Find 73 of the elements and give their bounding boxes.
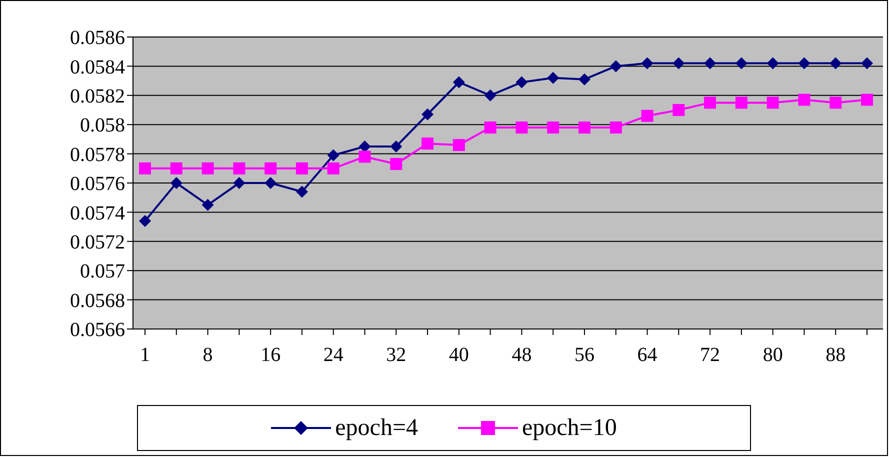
point	[641, 110, 654, 122]
y-tick-label: 0.0576	[70, 173, 125, 196]
y-tick-label: 0.0584	[70, 56, 125, 78]
x-tick-label: 1	[140, 344, 150, 366]
point	[452, 76, 465, 88]
point	[202, 198, 214, 211]
point	[358, 150, 371, 163]
point	[358, 140, 371, 152]
point	[704, 96, 716, 109]
point	[327, 149, 340, 162]
x-tick-label: 24	[323, 344, 344, 366]
point	[422, 138, 434, 150]
point	[233, 162, 246, 174]
point	[422, 108, 434, 120]
point	[704, 57, 716, 70]
point	[296, 186, 308, 198]
x-tick-label: 72	[700, 344, 720, 366]
legend-label: epoch=4	[335, 414, 418, 442]
point	[264, 162, 277, 174]
x-tick-label: 16	[260, 344, 281, 366]
point	[327, 162, 340, 174]
point	[170, 177, 182, 189]
point	[766, 57, 779, 70]
point	[672, 57, 685, 70]
legend-label: epoch=10	[522, 414, 617, 442]
point	[735, 96, 748, 109]
point	[296, 162, 308, 174]
point	[610, 122, 622, 134]
point	[484, 89, 496, 102]
x-tick-label: 64	[637, 344, 658, 366]
point	[735, 57, 748, 70]
point	[484, 122, 496, 134]
point	[547, 122, 560, 134]
point	[139, 214, 151, 227]
y-tick-label: 0.0578	[70, 144, 125, 166]
y-tick-label: 0.0574	[70, 202, 125, 224]
y-tick-label: 0.057	[80, 260, 125, 283]
point	[766, 96, 779, 109]
x-tick-label: 40	[448, 344, 469, 366]
x-tick-label: 88	[826, 344, 846, 366]
point	[390, 158, 402, 170]
point	[547, 72, 560, 84]
point	[390, 140, 402, 152]
y-tick-label: 0.0568	[70, 290, 125, 312]
y-tick-label: 0.058	[80, 114, 125, 137]
y-tick-label: 0.0586	[70, 27, 125, 50]
point	[578, 122, 590, 134]
point	[798, 94, 810, 106]
y-tick-label: 0.0566	[70, 319, 125, 342]
point	[139, 162, 151, 174]
x-tick-label: 48	[512, 344, 532, 366]
point	[672, 104, 685, 116]
y-tick-label: 0.0582	[70, 86, 125, 108]
point	[798, 57, 810, 70]
point	[641, 57, 654, 70]
point	[830, 96, 842, 109]
point	[578, 73, 590, 86]
point	[264, 177, 277, 189]
point	[516, 76, 528, 88]
point	[170, 162, 182, 174]
point	[516, 122, 528, 134]
x-tick-label: 32	[386, 344, 406, 366]
y-tick-label: 0.0572	[70, 232, 125, 254]
point	[202, 162, 214, 174]
point	[830, 57, 842, 70]
x-tick-label: 56	[574, 344, 594, 366]
x-tick-label: 8	[202, 344, 213, 366]
point	[861, 57, 873, 70]
x-tick-label: 80	[762, 344, 783, 366]
point	[861, 94, 873, 106]
point	[610, 60, 622, 72]
point	[233, 177, 246, 189]
point	[452, 139, 465, 152]
